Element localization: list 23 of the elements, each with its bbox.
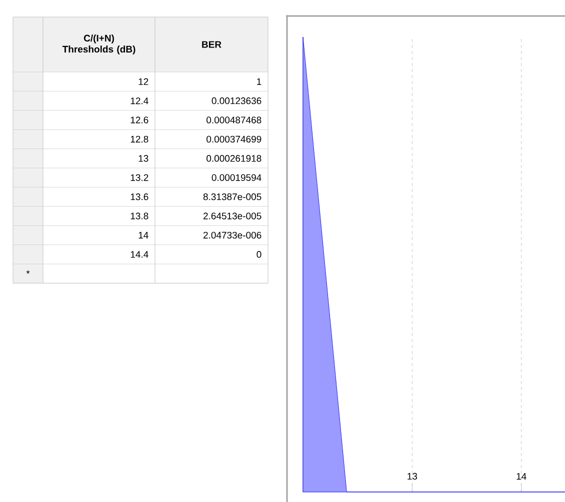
text: 14	[138, 232, 148, 238]
text: 12.6	[130, 116, 148, 124]
text: 1	[257, 78, 262, 85]
text: BER	[202, 41, 222, 48]
text: 2.04733e-006	[203, 232, 262, 239]
text: C/(I+N) Thresholds (dB)	[62, 34, 136, 54]
text: 13.2	[130, 174, 148, 181]
text: 0.00019594	[212, 174, 262, 181]
text: 0	[256, 251, 262, 258]
text: 0.00123636	[212, 97, 262, 104]
text: 13.6	[130, 193, 148, 200]
text: 12	[138, 78, 148, 85]
text: 0.000487468	[206, 116, 262, 124]
text: 2.64513e-005	[203, 212, 262, 220]
text: 14.4	[130, 251, 148, 258]
text: 12.8	[130, 136, 148, 143]
text: 12.4	[130, 97, 148, 104]
text: 13.8	[130, 212, 148, 220]
text: 13	[138, 155, 148, 162]
text: 8.31387e-005	[203, 193, 262, 200]
text: *	[26, 270, 30, 274]
text: 0.000374699	[206, 136, 262, 143]
text: 0.000261918	[206, 155, 262, 162]
